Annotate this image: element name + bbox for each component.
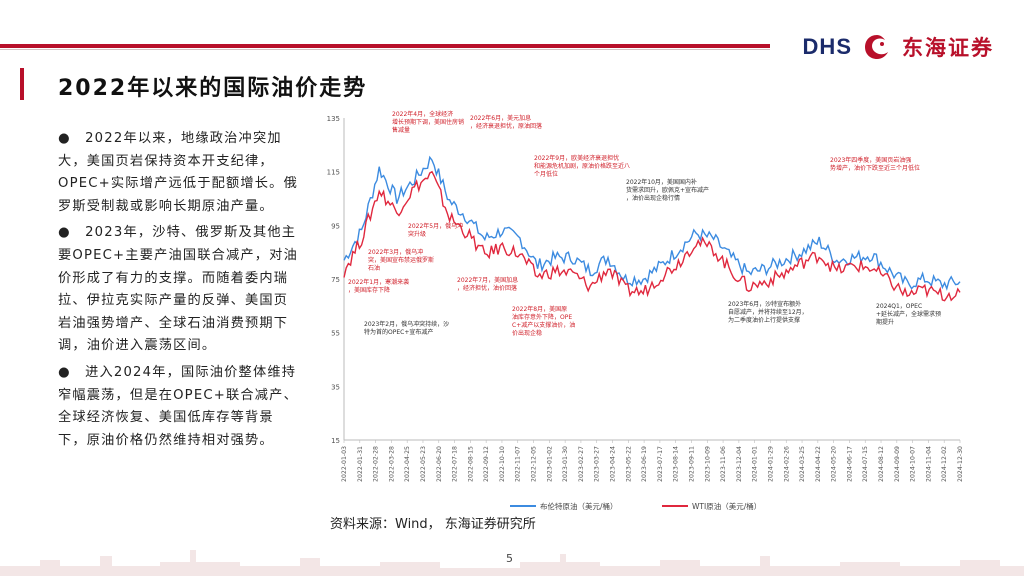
bullet-item: ● 2022年以来，地缘政治冲突加大，美国页岩保持资本开支纪律，OPEC+实际增… — [58, 131, 298, 214]
x-tick-label: 2023-01-02 — [546, 446, 553, 482]
y-tick-label: 55 — [331, 330, 340, 338]
chart-annotation: 2022年10月，美国国内补货需求回升，欧佩克+宣布减产，油价出现企稳行情 — [626, 178, 709, 202]
chart-annotation: 2022年7月，美国加息，经济担忧，油价回落 — [457, 276, 518, 292]
legend-wti: WTI原油（美元/桶） — [662, 501, 761, 511]
legend-brent: 布伦特原油（美元/桶） — [510, 501, 618, 511]
x-tick-label: 2023-12-04 — [736, 446, 743, 482]
x-tick-label: 2023-04-24 — [610, 446, 617, 482]
x-tick-label: 2024-09-09 — [894, 446, 901, 482]
y-tick-label: 35 — [331, 383, 340, 391]
bullet-list: ● 2022年以来，地缘政治冲突加大，美国页岩保持资本开支纪律，OPEC+实际增… — [58, 128, 298, 456]
bullet-item: ● 2023年，沙特、俄罗斯及其他主要OPEC+主要产油国联合减产，对油价形成了… — [58, 225, 298, 354]
logo-dhs-text: DHS — [802, 34, 852, 59]
x-tick-label: 2023-03-27 — [594, 446, 601, 482]
x-tick-label: 2022-01-31 — [357, 446, 364, 482]
x-tick-label: 2022-08-15 — [467, 446, 474, 482]
x-tick-label: 2024-06-17 — [846, 446, 853, 482]
x-tick-label: 2023-07-17 — [657, 446, 664, 482]
y-tick-label: 75 — [331, 276, 340, 284]
chart-annotation: 2024Q1，OPEC +延长减产，全球需求预期提升 — [876, 303, 941, 326]
x-tick-label: 2024-03-25 — [799, 446, 806, 482]
chart-annotation: 2022年8月，美国原油库存意外下降，OPE C+减产以支撑油价，油价出现企稳 — [512, 305, 575, 337]
header-accent-line-thin — [0, 49, 770, 50]
x-tick-label: 2024-05-20 — [831, 446, 838, 482]
page-number: 5 — [506, 552, 513, 565]
x-tick-label: 2024-11-04 — [925, 446, 932, 482]
chart-annotation: 2023年四季度，美国页岩油强势增产，油价下跌至近三个月低位 — [830, 156, 920, 172]
x-tick-label: 2023-01-30 — [562, 446, 569, 482]
chart-annotation: 2022年3月，俄乌冲突，美国宣布禁运俄罗斯石油 — [368, 248, 434, 272]
x-tick-label: 2023-09-11 — [688, 446, 695, 482]
x-tick-label: 2022-10-10 — [499, 446, 506, 482]
company-logo: DHS 东海证券 — [803, 30, 994, 64]
x-tick-label: 2024-02-26 — [783, 446, 790, 482]
series-line-wti — [343, 170, 961, 302]
x-tick-label: 2023-05-22 — [625, 446, 632, 482]
x-tick-label: 2024-12-30 — [957, 446, 964, 482]
city-skyline-decoration — [0, 550, 1024, 576]
page-title: 2022年以来的国际油价走势 — [58, 76, 368, 101]
y-tick-label: 15 — [331, 437, 340, 445]
legend-label: WTI原油（美元/桶） — [692, 501, 761, 511]
x-tick-label: 2024-10-07 — [910, 446, 917, 482]
header-accent-line — [0, 44, 770, 48]
x-tick-label: 2022-05-23 — [420, 446, 427, 482]
series-line-brent — [343, 155, 961, 291]
dragon-emblem-icon — [865, 35, 888, 59]
x-tick-label: 2022-09-12 — [483, 446, 490, 482]
chart-annotation: 2022年6月，美元加息，经济衰退担忧，原油回落 — [470, 114, 542, 130]
x-tick-label: 2024-01-01 — [752, 446, 759, 482]
x-tick-label: 2023-06-19 — [641, 446, 648, 482]
title-accent-bar — [20, 68, 24, 100]
x-tick-label: 2024-08-12 — [878, 446, 885, 482]
chart-annotation: 2022年1月，寒潮来袭，美国库存下降 — [348, 278, 409, 294]
legend-label: 布伦特原油（美元/桶） — [540, 501, 618, 511]
x-tick-label: 2024-04-22 — [815, 446, 822, 482]
x-tick-label: 2023-10-09 — [704, 446, 711, 482]
x-tick-label: 2022-07-18 — [452, 446, 459, 482]
y-tick-label: 135 — [327, 115, 340, 123]
bullet-item: ● 进入2024年，国际油价整体维持窄幅震荡，但是在OPEC+联合减产、全球经济… — [58, 364, 298, 448]
x-tick-label: 2023-02-27 — [578, 446, 585, 482]
x-tick-label: 2022-04-25 — [404, 446, 411, 482]
x-tick-label: 2023-11-06 — [720, 446, 727, 482]
oil-price-chart: 15 35 55 75 95 115 135 2022-01-03 2022-01-31 202… — [312, 108, 972, 518]
y-tick-label: 115 — [327, 169, 340, 177]
chart-annotation: 2022年9月，欧美经济衰退担忧和能源危机加剧，原油价格跌至近八个月低位 — [534, 154, 630, 178]
chart-annotation: 2023年6月，沙特宣布额外自愿减产，并将持续至12月，为二季度油价上行提供支撑 — [728, 300, 808, 324]
x-tick-label: 2022-02-28 — [373, 446, 380, 482]
x-tick-label: 2023-08-14 — [673, 446, 680, 482]
x-tick-label: 2022-12-05 — [531, 446, 538, 482]
logo-cn-text: 东海证券 — [902, 36, 994, 60]
chart-annotation: 2022年5月，俄乌冲突升级 — [408, 222, 463, 238]
x-tick-label: 2024-12-02 — [941, 446, 948, 482]
x-tick-label: 2022-11-07 — [515, 446, 522, 482]
x-tick-label: 2024-01-29 — [767, 446, 774, 482]
x-tick-label: 2022-01-03 — [341, 446, 348, 482]
y-tick-label: 95 — [331, 222, 340, 230]
chart-svg: 15 35 55 75 95 115 135 2022-01-03 2022-01-31 202… — [327, 110, 964, 511]
x-tick-label: 2022-06-20 — [436, 446, 443, 482]
chart-annotation: 2023年2月，俄乌冲突持续，沙特为首的OPEC+宣布减产 — [364, 320, 449, 336]
x-tick-label: 2022-03-28 — [388, 446, 395, 482]
data-source: 资料来源：Wind， 东海证券研究所 — [330, 517, 536, 532]
chart-annotation: 2022年4月，全球经济增长预期下调，美国住房销售减量 — [392, 110, 464, 134]
x-tick-label: 2024-07-15 — [862, 446, 869, 482]
